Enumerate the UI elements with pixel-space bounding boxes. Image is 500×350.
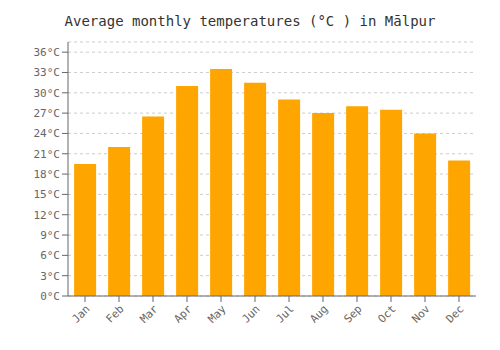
svg-text:27°C: 27°C	[34, 107, 61, 120]
svg-text:Aug: Aug	[307, 302, 330, 325]
svg-text:3°C: 3°C	[40, 270, 60, 283]
svg-text:0°C: 0°C	[40, 290, 60, 303]
svg-text:15°C: 15°C	[34, 188, 61, 201]
svg-text:Feb: Feb	[103, 302, 126, 325]
svg-text:12°C: 12°C	[34, 209, 61, 222]
svg-text:Dec: Dec	[443, 302, 466, 325]
svg-text:Apr: Apr	[171, 302, 195, 326]
svg-text:6°C: 6°C	[40, 249, 60, 262]
svg-text:Nov: Nov	[409, 302, 433, 326]
svg-text:18°C: 18°C	[34, 168, 61, 181]
svg-text:May: May	[205, 302, 229, 326]
svg-text:Jun: Jun	[239, 302, 262, 325]
html-text:Average monthly temperatures (: Average monthly temperatures (°C ) in Mā…	[64, 13, 436, 29]
svg-text:36°C: 36°C	[34, 46, 61, 59]
svg-text:33°C: 33°C	[34, 66, 61, 79]
svg-text:Sep: Sep	[341, 302, 364, 325]
svg-text:Jul: Jul	[273, 302, 296, 325]
svg-text:30°C: 30°C	[34, 87, 61, 100]
svg-text:Jan: Jan	[69, 302, 92, 325]
svg-text:21°C: 21°C	[34, 148, 61, 161]
svg-text:9°C: 9°C	[40, 229, 60, 242]
svg-text:Oct: Oct	[375, 302, 398, 325]
svg-text:24°C: 24°C	[34, 127, 61, 140]
svg-text:Mar: Mar	[137, 302, 161, 326]
